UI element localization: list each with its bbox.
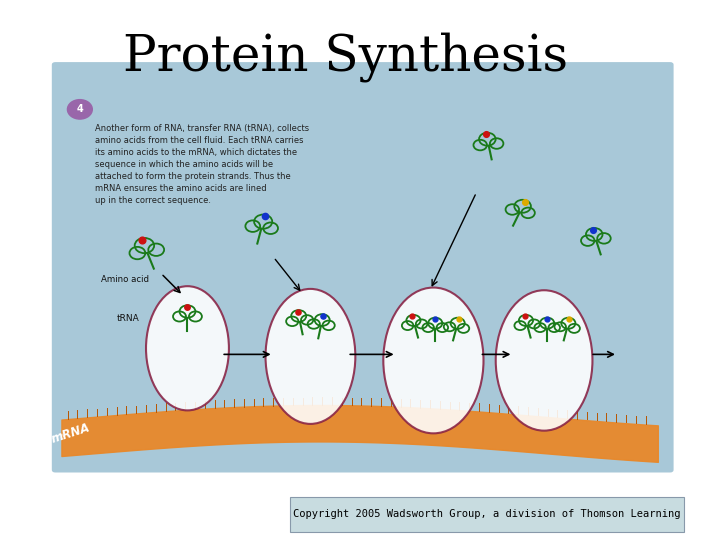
Text: tRNA: tRNA (117, 314, 140, 323)
Text: Copyright 2005 Wadsworth Group, a division of Thomson Learning: Copyright 2005 Wadsworth Group, a divisi… (293, 509, 681, 519)
Text: mRNA: mRNA (50, 421, 91, 446)
Ellipse shape (383, 287, 484, 433)
Text: 4: 4 (76, 104, 84, 114)
Ellipse shape (266, 289, 356, 424)
FancyBboxPatch shape (290, 497, 684, 532)
Ellipse shape (496, 291, 593, 431)
Ellipse shape (146, 286, 229, 410)
Text: Amino acid: Amino acid (102, 275, 149, 285)
Circle shape (68, 99, 92, 119)
FancyBboxPatch shape (52, 62, 674, 472)
Text: Protein Synthesis: Protein Synthesis (123, 32, 568, 82)
Text: Another form of RNA, transfer RNA (tRNA), collects
amino acids from the cell flu: Another form of RNA, transfer RNA (tRNA)… (95, 124, 310, 205)
